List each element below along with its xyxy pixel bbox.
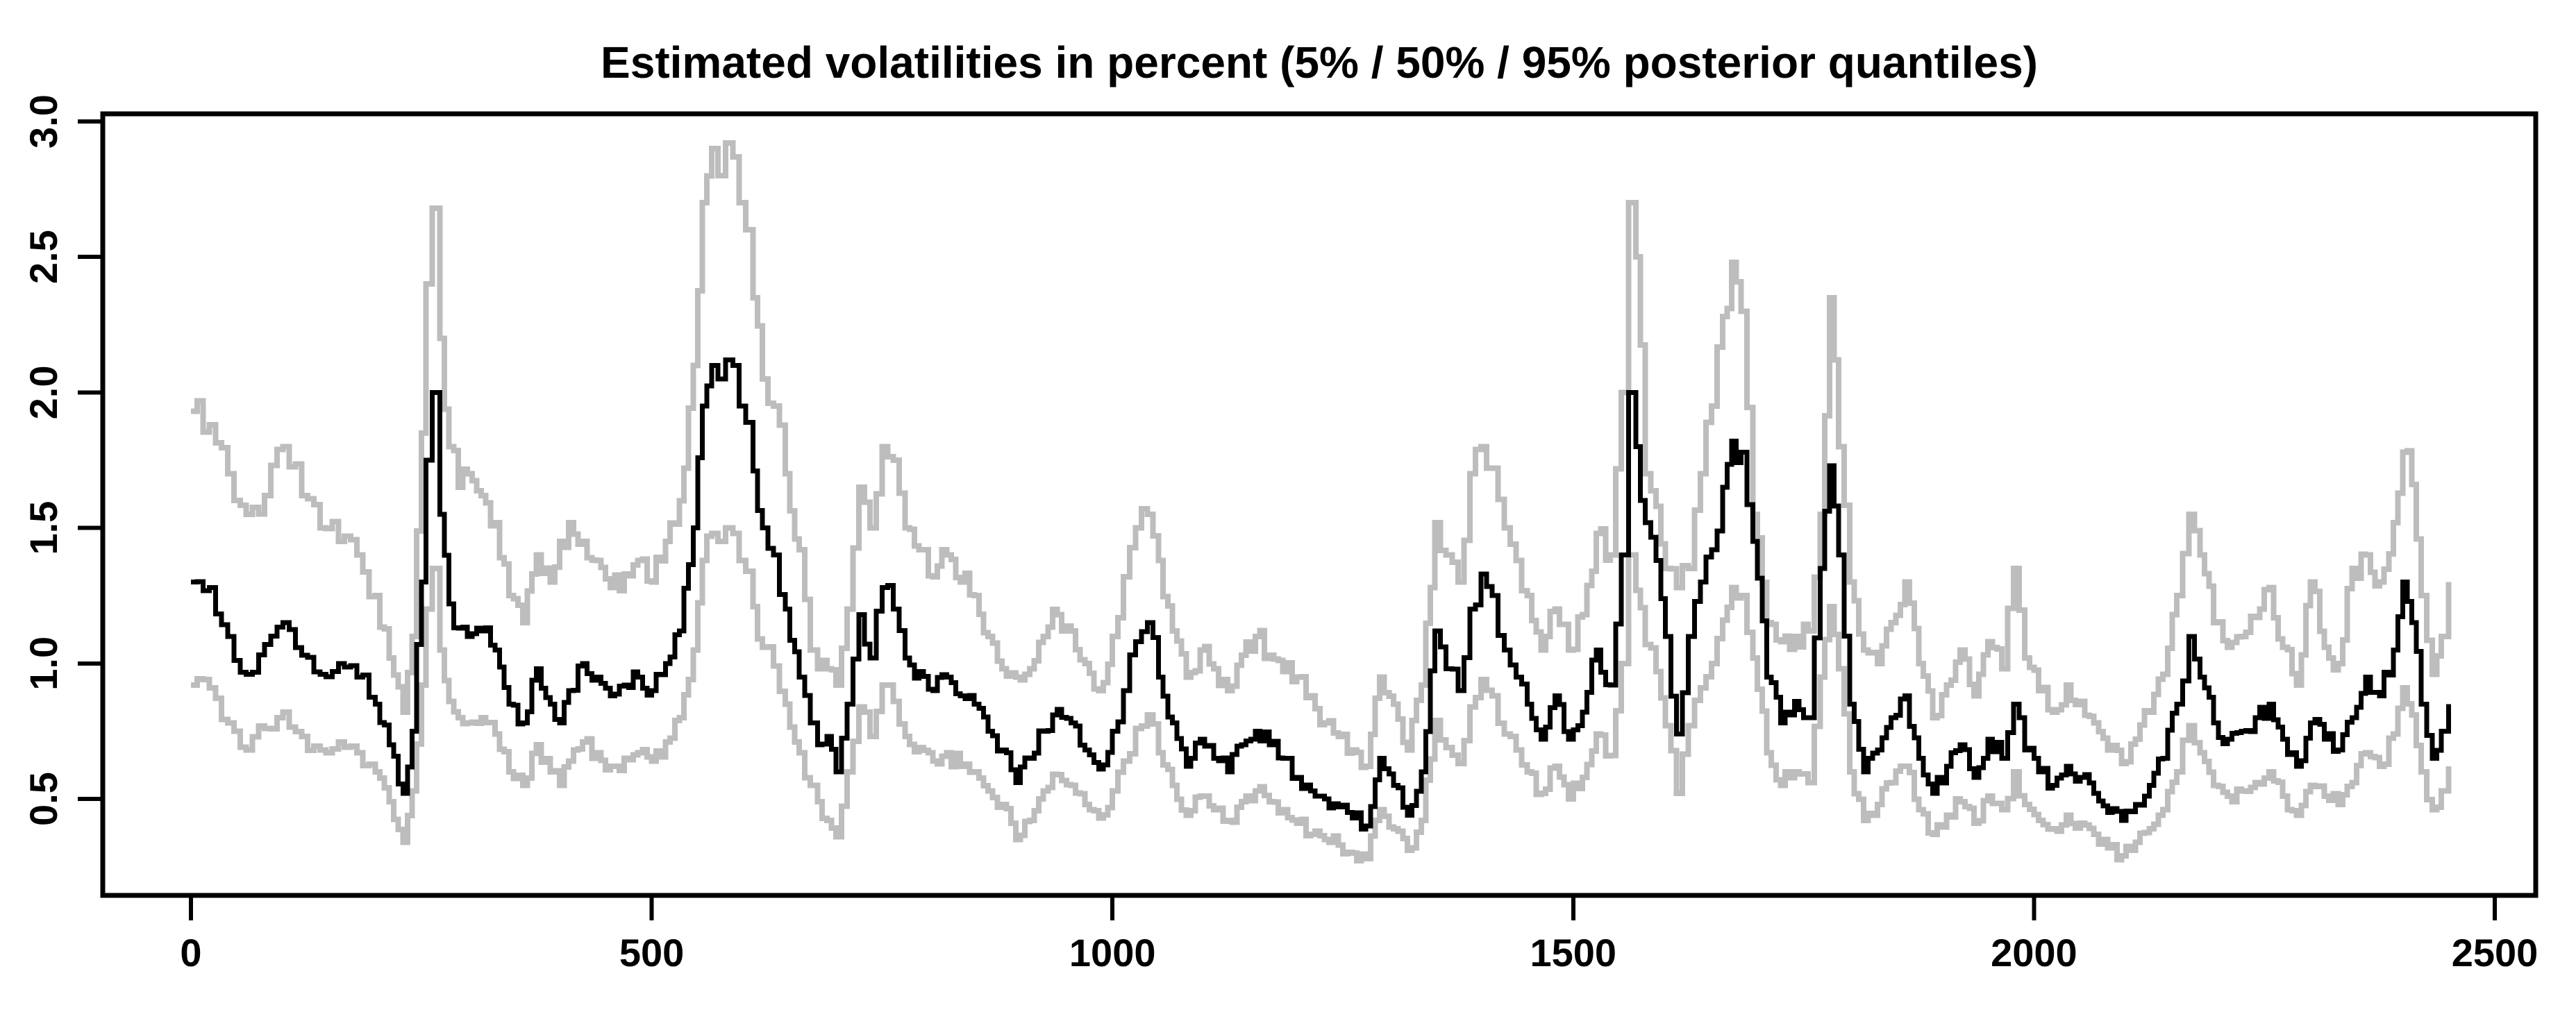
x-axis-tick-label: 500 <box>619 931 684 975</box>
median-50pct-line <box>191 357 2452 832</box>
y-axis-tick-label: 2.0 <box>22 365 65 419</box>
upper-95pct-quantile-line <box>191 140 2452 770</box>
x-axis-tick-label: 2000 <box>1991 931 2077 975</box>
plot-box <box>100 111 2539 898</box>
y-axis-tick-label: 1.0 <box>22 636 65 691</box>
y-axis-tick-label: 1.5 <box>22 501 65 555</box>
x-axis-tick-label: 1500 <box>1530 931 1617 975</box>
chart-title: Estimated volatilities in percent (5% / … <box>601 37 2038 87</box>
y-axis-tick-label: 3.0 <box>22 94 65 149</box>
lower-5pct-quantile-line <box>191 525 2452 863</box>
x-axis-tick-label: 2500 <box>2452 931 2539 975</box>
x-axis-tick-label: 1000 <box>1069 931 1156 975</box>
y-axis-tick-label: 2.5 <box>22 230 65 284</box>
plot-layers: 0 500 1000 1500 2000 2500 0.5 1.0 1.5 2.0 2.5 3.0 <box>22 94 2539 975</box>
y-axis-tick-label: 0.5 <box>22 772 65 826</box>
x-axis-tick-label: 0 <box>180 931 201 975</box>
